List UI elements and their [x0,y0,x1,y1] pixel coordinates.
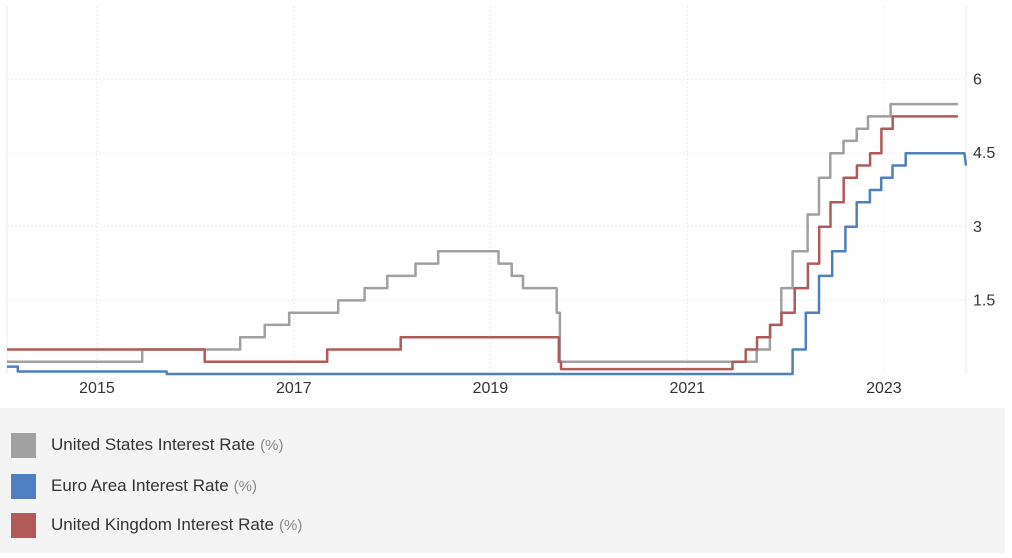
legend-series-name: Euro Area Interest Rate [51,476,229,495]
legend-swatch [11,432,36,458]
legend-item[interactable]: United States Interest Rate (%) [11,432,283,458]
y-tick-label: 6 [973,72,982,89]
legend-series-unit: (%) [279,516,303,534]
x-tick-label: 2021 [669,380,705,397]
series-line-1 [7,151,968,376]
legend-series-unit: (%) [260,436,284,454]
y-tick-label: 3 [973,219,982,236]
legend-item[interactable]: Euro Area Interest Rate (%) [11,473,257,499]
series-line-2 [7,115,958,371]
y-tick-label: 4.5 [973,145,995,162]
x-tick-label: 2015 [79,380,115,397]
legend-item[interactable]: United Kingdom Interest Rate (%) [11,512,302,538]
y-tick-label: 1.5 [973,292,995,309]
line-chart: 2015 2017 2019 2021 2023 1.5 3 4.5 6 [6,6,995,397]
series-line-0 [7,102,958,363]
legend-swatch [11,512,36,538]
x-tick-label: 2017 [276,380,312,397]
x-tick-label: 2019 [473,380,509,397]
legend: United States Interest Rate (%) Euro Area … [0,408,1005,553]
x-tick-label: 2023 [866,380,902,397]
legend-series-unit: (%) [233,477,257,495]
legend-series-name: United Kingdom Interest Rate [51,515,275,534]
legend-swatch [11,473,36,499]
chart-area: 2015 2017 2019 2021 2023 1.5 3 4.5 6 [6,6,995,397]
legend-series-name: United States Interest Rate [51,435,256,454]
